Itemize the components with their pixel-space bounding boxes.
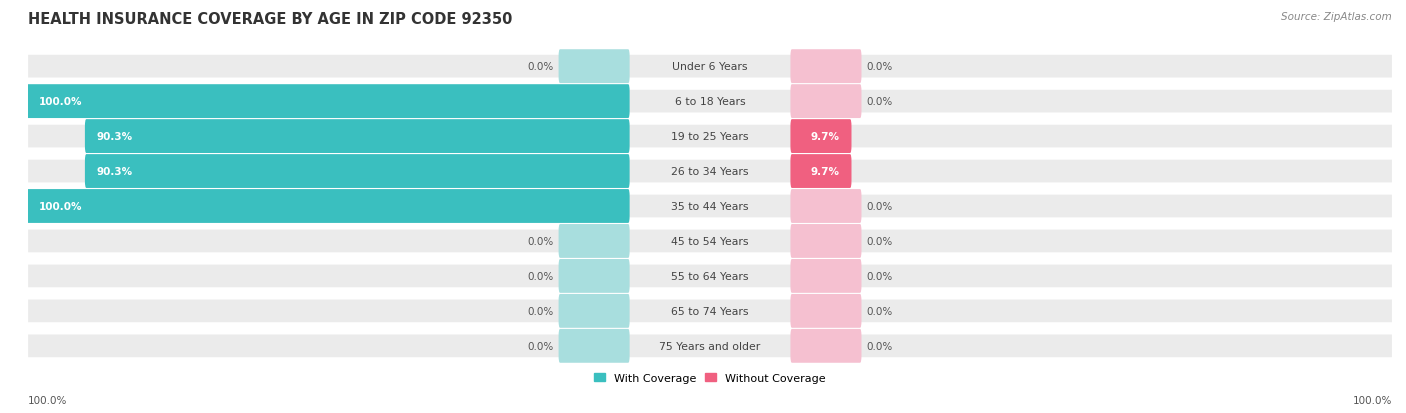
Text: 65 to 74 Years: 65 to 74 Years — [671, 306, 749, 316]
Text: 55 to 64 Years: 55 to 64 Years — [671, 271, 749, 281]
Text: 0.0%: 0.0% — [868, 306, 893, 316]
FancyBboxPatch shape — [28, 335, 1392, 357]
Text: 75 Years and older: 75 Years and older — [659, 341, 761, 351]
FancyBboxPatch shape — [558, 329, 630, 363]
Text: 19 to 25 Years: 19 to 25 Years — [671, 132, 749, 142]
FancyBboxPatch shape — [84, 120, 630, 154]
Text: 100.0%: 100.0% — [38, 97, 82, 107]
Text: 0.0%: 0.0% — [868, 62, 893, 72]
FancyBboxPatch shape — [28, 195, 1392, 218]
Text: 100.0%: 100.0% — [38, 202, 82, 211]
Text: 0.0%: 0.0% — [527, 62, 553, 72]
Text: 0.0%: 0.0% — [527, 341, 553, 351]
Text: Source: ZipAtlas.com: Source: ZipAtlas.com — [1281, 12, 1392, 22]
FancyBboxPatch shape — [28, 230, 1392, 253]
Text: 100.0%: 100.0% — [1353, 395, 1392, 405]
Text: 0.0%: 0.0% — [868, 271, 893, 281]
FancyBboxPatch shape — [790, 50, 862, 84]
Text: 45 to 54 Years: 45 to 54 Years — [671, 236, 749, 247]
Text: 90.3%: 90.3% — [97, 166, 132, 177]
FancyBboxPatch shape — [790, 120, 852, 154]
FancyBboxPatch shape — [790, 85, 862, 119]
FancyBboxPatch shape — [28, 56, 1392, 78]
FancyBboxPatch shape — [790, 294, 862, 328]
FancyBboxPatch shape — [84, 155, 630, 188]
Text: 0.0%: 0.0% — [527, 306, 553, 316]
FancyBboxPatch shape — [28, 300, 1392, 323]
Text: 0.0%: 0.0% — [527, 271, 553, 281]
Text: 9.7%: 9.7% — [811, 132, 839, 142]
Text: 6 to 18 Years: 6 to 18 Years — [675, 97, 745, 107]
FancyBboxPatch shape — [28, 90, 1392, 113]
Text: HEALTH INSURANCE COVERAGE BY AGE IN ZIP CODE 92350: HEALTH INSURANCE COVERAGE BY AGE IN ZIP … — [28, 12, 513, 27]
FancyBboxPatch shape — [790, 225, 862, 258]
FancyBboxPatch shape — [790, 329, 862, 363]
FancyBboxPatch shape — [558, 225, 630, 258]
FancyBboxPatch shape — [28, 160, 1392, 183]
FancyBboxPatch shape — [28, 126, 1392, 148]
Text: 0.0%: 0.0% — [868, 341, 893, 351]
FancyBboxPatch shape — [27, 190, 630, 223]
FancyBboxPatch shape — [790, 190, 862, 223]
Text: 26 to 34 Years: 26 to 34 Years — [671, 166, 749, 177]
Text: 0.0%: 0.0% — [868, 202, 893, 211]
Legend: With Coverage, Without Coverage: With Coverage, Without Coverage — [595, 373, 825, 383]
FancyBboxPatch shape — [790, 259, 862, 293]
Text: Under 6 Years: Under 6 Years — [672, 62, 748, 72]
Text: 9.7%: 9.7% — [811, 166, 839, 177]
Text: 35 to 44 Years: 35 to 44 Years — [671, 202, 749, 211]
FancyBboxPatch shape — [790, 155, 852, 188]
Text: 0.0%: 0.0% — [527, 236, 553, 247]
Text: 0.0%: 0.0% — [868, 97, 893, 107]
FancyBboxPatch shape — [558, 259, 630, 293]
FancyBboxPatch shape — [28, 265, 1392, 287]
FancyBboxPatch shape — [558, 294, 630, 328]
Text: 100.0%: 100.0% — [28, 395, 67, 405]
Text: 0.0%: 0.0% — [868, 236, 893, 247]
FancyBboxPatch shape — [27, 85, 630, 119]
FancyBboxPatch shape — [558, 50, 630, 84]
Text: 90.3%: 90.3% — [97, 132, 132, 142]
